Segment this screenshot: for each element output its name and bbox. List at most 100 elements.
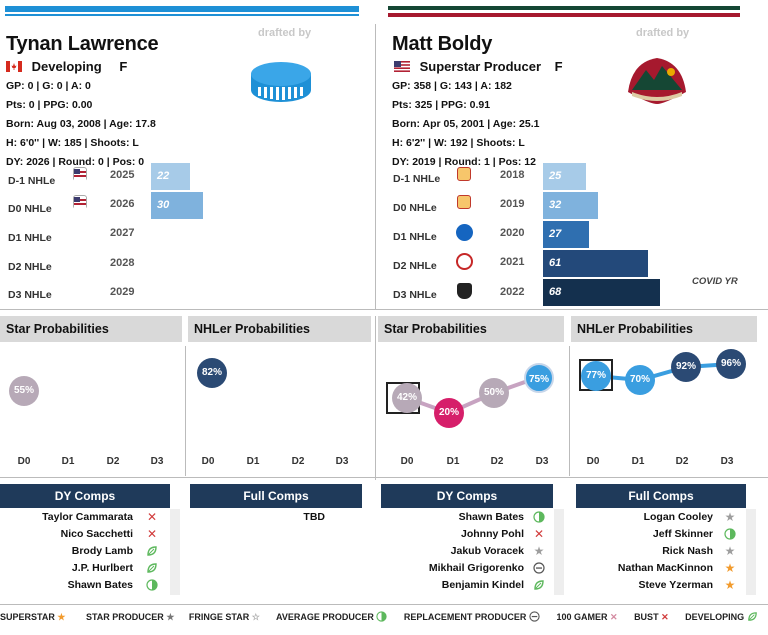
prob-bottom-divider bbox=[0, 477, 768, 478]
nhle-row-year: 2029 bbox=[110, 286, 135, 298]
left-star-prob-header: Star Probabilities bbox=[0, 316, 182, 342]
covid-year-note: COVID YR bbox=[692, 276, 738, 287]
comp-row: Shawn Bates bbox=[458, 511, 524, 523]
nhle-row-label: D2 NHLe bbox=[8, 261, 52, 273]
developing-leaf-icon bbox=[747, 611, 758, 626]
left-accent-bar bbox=[5, 6, 359, 12]
star-producer-icon: ★ bbox=[166, 612, 175, 622]
bust-icon: ✕ bbox=[661, 612, 669, 622]
nhle-row-year: 2027 bbox=[110, 227, 135, 239]
bust-x-icon: ✕ bbox=[146, 527, 158, 541]
superstar-icon: ★ bbox=[724, 561, 736, 575]
left-drafted-by: drafted by bbox=[258, 27, 312, 39]
bust-x-icon: ✕ bbox=[533, 527, 545, 541]
comp-row: Taylor Cammarata bbox=[42, 511, 133, 523]
fringe-star-icon: ★ bbox=[724, 510, 736, 524]
nhle-bar: 68 bbox=[543, 279, 660, 306]
ahl-icon bbox=[456, 253, 473, 270]
nhle-row-label: D1 NHLe bbox=[8, 232, 52, 244]
usa-hockey-ntdp-icon bbox=[73, 167, 87, 181]
nhle-row-label: D3 NHLe bbox=[393, 289, 437, 301]
d-axis-label: D0 bbox=[17, 456, 31, 467]
d-axis-label: D2 bbox=[291, 456, 305, 467]
nhle-bar: 30 bbox=[151, 192, 203, 219]
nhle-row-label: D2 NHLe bbox=[393, 260, 437, 272]
prob-divider bbox=[185, 346, 186, 476]
right-status-line: Superstar Producer F bbox=[394, 59, 563, 74]
star-prob-bubble: 55% bbox=[9, 376, 39, 406]
right-accent-bar-3 bbox=[388, 13, 740, 17]
comp-row: Nathan MacKinnon bbox=[617, 562, 713, 574]
right-nhler-prob-header: NHLer Probabilities bbox=[571, 316, 757, 342]
average-producer-icon bbox=[724, 528, 736, 540]
comp-row: Nico Sacchetti bbox=[60, 528, 133, 540]
comp-row: Johnny Pohl bbox=[461, 528, 524, 540]
left-stat-line: Born: Aug 03, 2008 | Age: 17.8 bbox=[6, 118, 156, 130]
nhle-row-year: 2022 bbox=[500, 286, 525, 298]
nhle-row-label: D-1 NHLe bbox=[393, 173, 441, 185]
right-star-prob-line bbox=[406, 375, 540, 416]
fringe-star-icon: ☆ bbox=[251, 612, 260, 622]
left-accent-bar-thin bbox=[5, 14, 359, 16]
nhle-row-year: 2020 bbox=[500, 227, 525, 239]
nhle-bar: 25 bbox=[543, 163, 586, 190]
d-axis-label: D3 bbox=[535, 456, 549, 467]
fringe-star-icon: ★ bbox=[533, 544, 545, 558]
nhle-row-label: D3 NHLe bbox=[8, 289, 52, 301]
right-stat-line: DY: 2019 | Round: 1 | Pos: 12 bbox=[392, 156, 536, 168]
comp-row: Jakub Voracek bbox=[450, 545, 524, 557]
scrollbar[interactable] bbox=[554, 509, 564, 595]
usa-flag-icon bbox=[394, 60, 410, 72]
right-stat-line: Pts: 325 | PPG: 0.91 bbox=[392, 99, 491, 111]
comp-row: Steve Yzerman bbox=[638, 579, 713, 591]
hundred-gamer-icon: ✕ bbox=[610, 612, 618, 622]
right-player-name: Matt Boldy bbox=[392, 33, 493, 55]
nhle-row-label: D1 NHLe bbox=[393, 231, 437, 243]
nhler-prob-bubble: 77% bbox=[581, 361, 611, 391]
nhle-bar: 27 bbox=[543, 221, 589, 248]
d-axis-label: D2 bbox=[106, 456, 120, 467]
right-stat-line: Born: Apr 05, 2001 | Age: 25.1 bbox=[392, 118, 540, 130]
left-stats-block: GP: 0 | G: 0 | A: 0 Pts: 0 | PPG: 0.00 B… bbox=[6, 77, 156, 172]
legend-label: AVERAGE PRODUCER bbox=[276, 612, 374, 622]
d-axis-label: D3 bbox=[150, 456, 164, 467]
right-position: F bbox=[554, 59, 563, 74]
legend-label: SUPERSTAR bbox=[0, 612, 55, 622]
prob-divider bbox=[375, 316, 376, 480]
prob-divider bbox=[569, 346, 570, 476]
d-axis-label: D3 bbox=[335, 456, 349, 467]
left-nhler-prob-header: NHLer Probabilities bbox=[188, 316, 371, 342]
d-axis-label: D2 bbox=[675, 456, 689, 467]
comp-row: Mikhail Grigorenko bbox=[428, 562, 524, 574]
star-prob-bubble: 20% bbox=[434, 398, 464, 428]
scrollbar[interactable] bbox=[170, 509, 180, 595]
comp-row: TBD bbox=[303, 511, 325, 523]
d-axis-label: D0 bbox=[586, 456, 600, 467]
left-status: Developing bbox=[31, 59, 102, 74]
left-stat-line: Pts: 0 | PPG: 0.00 bbox=[6, 99, 93, 111]
nhler-prob-bubble: 96% bbox=[716, 349, 746, 379]
comp-row: Shawn Bates bbox=[67, 579, 133, 591]
developing-leaf-icon bbox=[533, 579, 545, 591]
star-prob-bubble: 50% bbox=[479, 378, 509, 408]
right-full-comps-header: Full Comps bbox=[576, 484, 746, 508]
average-producer-icon bbox=[533, 511, 545, 523]
nhle-row-year: 2021 bbox=[500, 256, 525, 268]
nhle-row-year: 2025 bbox=[110, 169, 135, 181]
nhle-row-year: 2018 bbox=[500, 169, 525, 181]
nhl-icon bbox=[457, 283, 472, 299]
comp-row: Rick Nash bbox=[662, 545, 713, 557]
legend-label: DEVELOPING bbox=[685, 612, 745, 622]
replacement-producer-icon bbox=[533, 562, 545, 574]
nhle-row-label: D-1 NHLe bbox=[8, 175, 56, 187]
right-star-prob-header: Star Probabilities bbox=[378, 316, 564, 342]
nhle-row-year: 2026 bbox=[110, 198, 135, 210]
right-drafted-by: drafted by bbox=[636, 27, 690, 39]
right-accent-bar bbox=[388, 6, 740, 10]
comp-row: Benjamin Kindel bbox=[441, 579, 524, 591]
profile-bottom-divider bbox=[0, 309, 768, 310]
average-producer-icon bbox=[146, 579, 158, 591]
scrollbar[interactable] bbox=[746, 509, 756, 595]
superstar-icon: ★ bbox=[57, 612, 66, 622]
left-player-name: Tynan Lawrence bbox=[6, 33, 159, 55]
